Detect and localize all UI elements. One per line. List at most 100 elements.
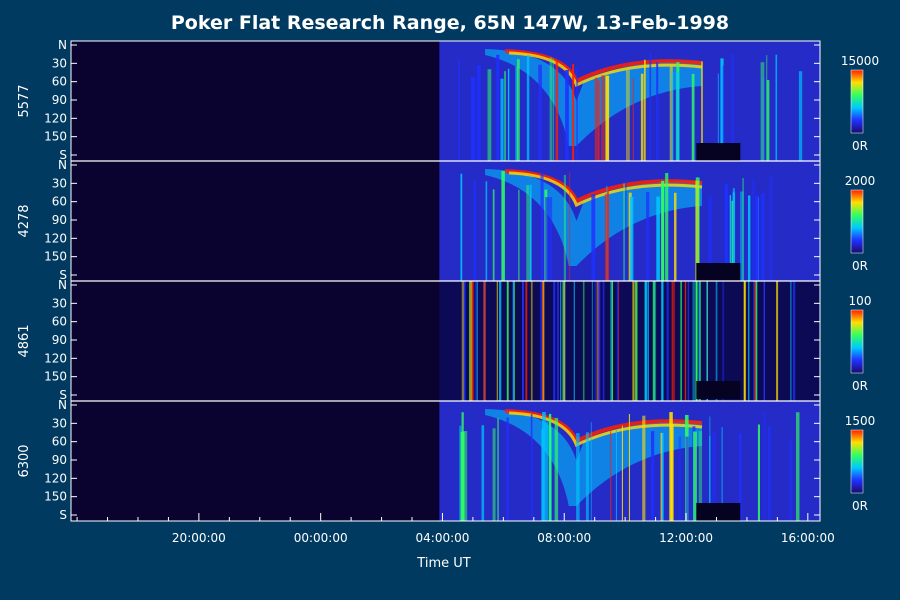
streak: [526, 55, 530, 161]
streak: [615, 429, 617, 521]
y-tick-label: 90: [52, 453, 67, 467]
streak: [661, 432, 664, 521]
colorbar-max-label: 100: [849, 294, 872, 308]
streak: [635, 281, 638, 401]
streak: [562, 281, 564, 401]
streak: [792, 281, 796, 401]
streak: [499, 281, 502, 401]
streak: [526, 185, 529, 281]
streak: [513, 281, 515, 401]
panel-name: 4278: [17, 204, 32, 237]
streak: [752, 180, 755, 281]
streak: [610, 430, 612, 521]
streak: [552, 58, 554, 161]
colorbar-min-label: 0R: [852, 499, 868, 513]
streak: [692, 281, 695, 401]
streak: [673, 281, 675, 401]
streak: [554, 417, 559, 521]
streak: [487, 69, 492, 161]
y-tick-label: 60: [52, 435, 67, 449]
streak: [507, 68, 510, 161]
y-tick-label: N: [58, 278, 67, 292]
colorbar: [850, 69, 864, 134]
streak: [646, 192, 650, 281]
streak: [630, 197, 634, 281]
streak: [471, 76, 476, 161]
streak: [644, 281, 647, 401]
streak: [604, 193, 609, 281]
x-tick-label: 08:00:00: [537, 531, 591, 545]
y-tick-label: 30: [52, 176, 67, 190]
streak: [458, 59, 461, 162]
y-tick-label: 150: [44, 130, 67, 144]
y-tick-label: S: [59, 268, 67, 282]
streak: [709, 416, 711, 521]
streak: [530, 281, 533, 401]
streak: [739, 433, 742, 521]
streak: [699, 281, 701, 401]
colorbar-max-label: 15000: [841, 54, 879, 68]
y-tick-label: 60: [52, 195, 67, 209]
streak: [715, 281, 718, 401]
x-tick-label: 12:00:00: [659, 531, 713, 545]
streak: [670, 424, 674, 521]
streak: [565, 70, 569, 161]
streak: [625, 181, 627, 281]
streak: [748, 195, 751, 281]
streak: [585, 432, 589, 521]
streak: [695, 281, 698, 401]
streak: [754, 281, 756, 401]
streak: [516, 59, 520, 162]
streak: [605, 75, 610, 161]
streak: [757, 424, 760, 521]
streak: [623, 183, 625, 281]
colorbar: [850, 429, 864, 494]
streak: [555, 61, 559, 161]
streak: [542, 281, 544, 401]
streak: [598, 281, 601, 401]
streak: [760, 62, 765, 162]
streak: [671, 281, 674, 401]
streak: [471, 281, 474, 401]
streak: [515, 66, 518, 161]
streak: [632, 78, 634, 161]
streak: [656, 62, 659, 162]
streak: [798, 71, 803, 161]
y-tick-label: N: [58, 398, 67, 412]
colorbar-min-label: 0R: [852, 259, 868, 273]
streak: [763, 281, 765, 401]
streak: [678, 436, 682, 521]
y-tick-label: 30: [52, 416, 67, 430]
streak: [569, 172, 571, 281]
streak: [576, 433, 580, 521]
streak: [540, 172, 544, 281]
streak: [642, 415, 646, 521]
streak: [721, 427, 723, 521]
streak: [651, 431, 655, 521]
streak: [742, 178, 744, 281]
streak: [501, 171, 505, 281]
streak: [594, 281, 597, 401]
streak: [481, 425, 485, 521]
streak: [666, 281, 669, 401]
streak: [506, 281, 509, 401]
streak: [698, 431, 703, 521]
streak: [665, 173, 669, 281]
streak: [626, 70, 630, 161]
streak: [460, 173, 463, 281]
streak: [541, 429, 545, 521]
y-tick-label: 150: [44, 250, 67, 264]
streak: [656, 196, 660, 281]
streak: [549, 57, 553, 161]
streak: [496, 281, 498, 401]
streak: [712, 432, 716, 521]
y-tick-label: N: [58, 38, 67, 52]
streak: [497, 418, 499, 521]
streak: [698, 281, 700, 401]
streak: [506, 417, 509, 521]
streak: [485, 181, 488, 281]
colorbar-min-label: 0R: [852, 139, 868, 153]
streak: [483, 281, 486, 401]
streak: [790, 281, 792, 401]
colorbar: [850, 189, 864, 254]
